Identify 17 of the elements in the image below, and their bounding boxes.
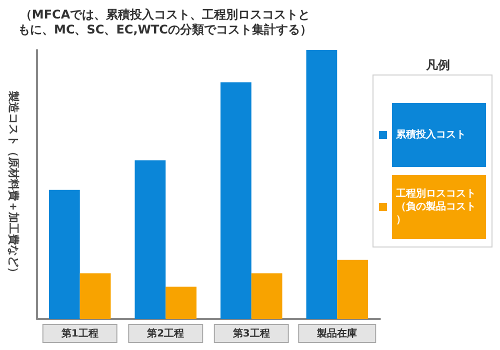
bar xyxy=(166,286,196,319)
bar xyxy=(306,50,338,319)
x-tick-label: 製品在庫 xyxy=(316,328,358,340)
bar xyxy=(220,82,252,319)
y-axis-title: 製造コスト（原材料費＋加工費など） xyxy=(7,90,20,278)
legend-title: 凡例 xyxy=(425,58,450,72)
x-tick-label: 第2工程 xyxy=(146,328,184,340)
bar xyxy=(49,190,80,319)
x-tick-label: 第1工程 xyxy=(60,328,98,340)
bar xyxy=(251,273,282,319)
legend-label: 累積投入コスト xyxy=(395,128,466,140)
bar xyxy=(80,273,111,319)
chart-title: （MFCAでは、累積投入コスト、工程別ロスコストともに、MC、SC、EC,WTCの分類でコスト集計する） xyxy=(18,8,312,36)
bar xyxy=(337,260,368,319)
bar xyxy=(134,160,166,319)
x-tick-label: 第3工程 xyxy=(232,328,270,340)
legend-label: 工程別ロスコスト（負の製品コスト） xyxy=(395,188,476,226)
